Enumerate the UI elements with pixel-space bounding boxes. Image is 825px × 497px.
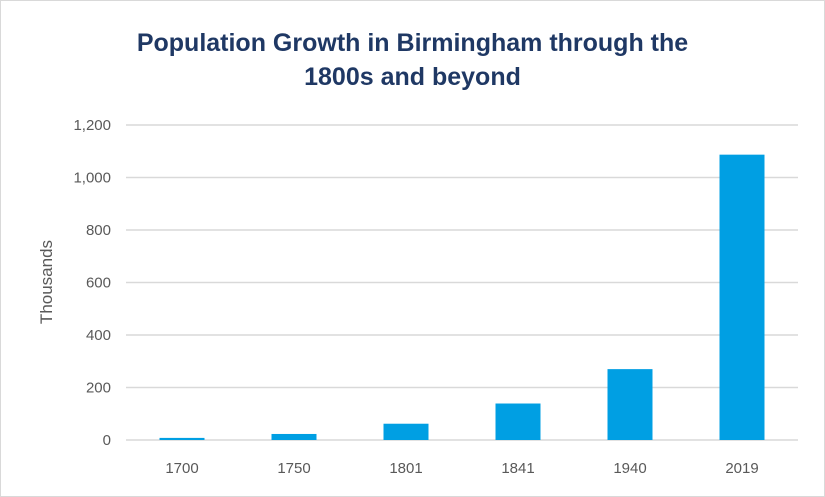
y-tick-label: 200 [86,380,111,397]
chart-title-line2: 1800s and beyond [304,63,521,91]
x-tick-label: 2019 [725,460,758,477]
y-tick-label: 400 [86,327,111,344]
bar [383,423,429,440]
bar [719,154,765,440]
y-tick-label: 0 [103,432,111,449]
y-tick-label: 600 [86,275,111,292]
y-tick-label: 800 [86,222,111,239]
x-tick-label: 1801 [389,460,422,477]
x-tick-label: 1940 [613,460,646,477]
bar [271,433,317,440]
y-tick-label: 1,200 [73,117,111,134]
chart-title: Population Growth in Birmingham through … [0,26,825,94]
chart-title-line1: Population Growth in Birmingham through … [136,29,689,57]
bar [607,369,653,440]
x-tick-label: 1750 [277,460,310,477]
bar [159,437,205,440]
y-tick-label: 1,000 [73,170,111,187]
x-tick-label: 1841 [501,460,534,477]
y-axis-label: Thousands [37,240,56,324]
bar [495,403,541,440]
x-tick-label: 1700 [165,460,198,477]
